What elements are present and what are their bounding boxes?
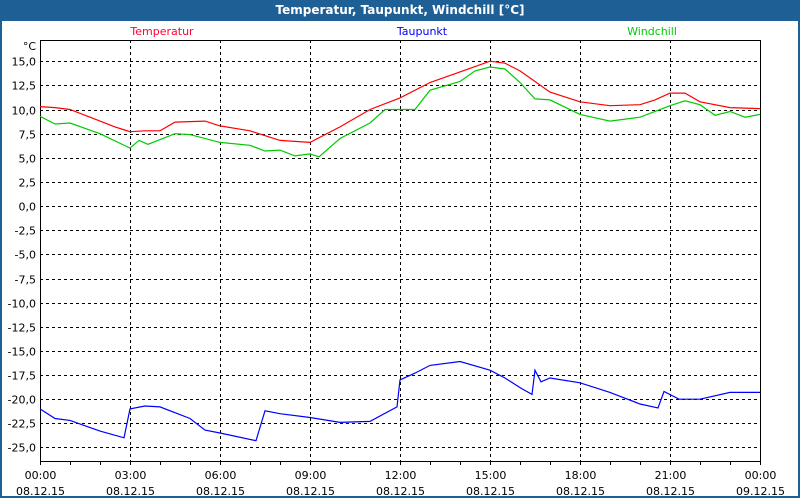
y-tick-label: 7,5 xyxy=(19,129,37,142)
y-tick-label: 2,5 xyxy=(19,177,37,190)
y-tick-label: -2,5 xyxy=(15,225,36,238)
y-tick-label: -7,5 xyxy=(15,274,36,287)
y-tick-label: -15,0 xyxy=(8,346,36,359)
x-tick-date: 08.12.15 xyxy=(106,485,155,498)
x-tick-date: 08.12.15 xyxy=(196,485,245,498)
y-tick-label: 12,5 xyxy=(12,80,37,93)
y-tick-label: 15,0 xyxy=(12,56,37,69)
x-tick-time: 15:00 xyxy=(475,469,507,482)
legend-windchill: Windchill xyxy=(627,25,677,38)
x-tick-time: 21:00 xyxy=(655,469,687,482)
x-tick-date: 08.12.15 xyxy=(556,485,605,498)
x-tick-time: 03:00 xyxy=(115,469,147,482)
x-tick-time: 09:00 xyxy=(295,469,327,482)
y-tick-label: 0,0 xyxy=(19,201,37,214)
y-tick-label: -22,5 xyxy=(8,418,36,431)
x-tick-time: 18:00 xyxy=(565,469,597,482)
x-tick-date: 08.12.15 xyxy=(16,485,65,498)
y-tick-label: -17,5 xyxy=(8,370,36,383)
x-tick-time: 00:00 xyxy=(25,469,57,482)
y-tick-label: 10,0 xyxy=(12,105,37,118)
x-tick-date: 08.12.15 xyxy=(286,485,335,498)
series-line-taupunkt xyxy=(39,360,760,442)
y-tick-label: -25,0 xyxy=(8,442,36,455)
y-tick-label: -20,0 xyxy=(8,394,36,407)
y-tick-label: -10,0 xyxy=(8,298,36,311)
series-line-windchill xyxy=(39,66,761,158)
series-line-temperatur xyxy=(39,60,761,144)
legend-taupunkt: Taupunkt xyxy=(396,25,448,38)
y-tick-label: -5,0 xyxy=(15,249,36,262)
y-tick-label: -12,5 xyxy=(8,322,36,335)
x-tick-date: 08.12.15 xyxy=(376,485,425,498)
x-tick-date: 08.12.15 xyxy=(466,485,515,498)
y-tick-label: 5,0 xyxy=(19,153,37,166)
x-tick-time: 12:00 xyxy=(385,469,417,482)
x-tick-date: 08.12.15 xyxy=(646,485,695,498)
x-tick-date: 09.12.15 xyxy=(736,485,785,498)
window-title: Temperatur, Taupunkt, Windchill [°C] xyxy=(0,0,800,21)
x-tick-time: 00:00 xyxy=(745,469,777,482)
legend-temperatur: Temperatur xyxy=(129,25,194,38)
y-axis-unit: °C xyxy=(23,40,37,53)
x-tick-time: 06:00 xyxy=(205,469,237,482)
